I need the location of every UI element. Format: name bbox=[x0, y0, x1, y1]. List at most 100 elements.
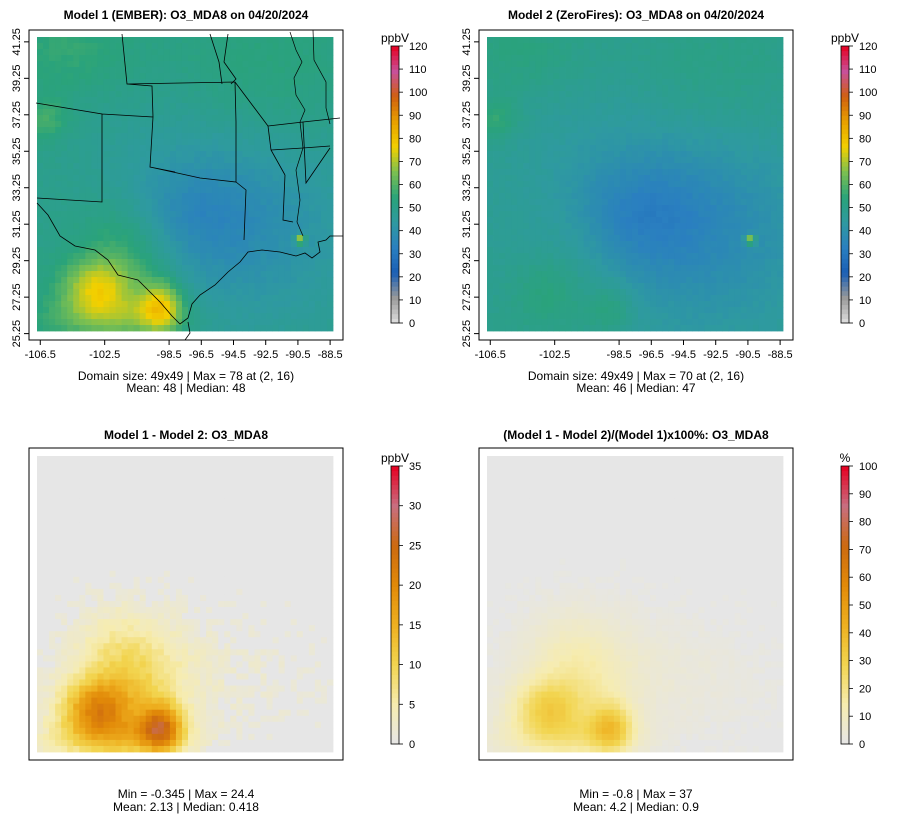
heatmap-cell bbox=[326, 85, 334, 92]
heatmap-cell bbox=[224, 67, 231, 74]
heatmap-cell bbox=[758, 67, 766, 74]
heatmap-cell bbox=[248, 43, 255, 50]
heatmap-cell bbox=[109, 253, 116, 260]
heatmap-cell bbox=[157, 235, 165, 242]
heatmap-cell bbox=[505, 229, 512, 236]
heatmap-cell bbox=[248, 241, 255, 248]
heatmap-cell bbox=[308, 133, 316, 140]
heatmap-cell bbox=[619, 79, 627, 86]
heatmap-cell bbox=[115, 157, 122, 164]
heatmap-cell bbox=[547, 151, 554, 158]
heatmap-cell bbox=[254, 217, 261, 224]
heatmap-cell bbox=[260, 295, 267, 302]
heatmap-cell bbox=[260, 301, 267, 308]
colorbar-swatch bbox=[391, 299, 399, 306]
heatmap-cell bbox=[644, 301, 651, 308]
heatmap-cell bbox=[674, 193, 681, 200]
heatmap-cell bbox=[188, 325, 195, 332]
heatmap-cell bbox=[559, 313, 566, 320]
heatmap-cell bbox=[625, 259, 633, 266]
heatmap-cell bbox=[523, 163, 530, 170]
heatmap-cell bbox=[704, 37, 711, 44]
heatmap-cell bbox=[680, 307, 687, 314]
heatmap-cell bbox=[55, 175, 62, 182]
heatmap-cell bbox=[169, 205, 177, 212]
heatmap-cell bbox=[157, 157, 165, 164]
heatmap-cell bbox=[607, 199, 615, 206]
heatmap-cell bbox=[680, 145, 687, 152]
heatmap-cell bbox=[266, 325, 273, 332]
heatmap-cell bbox=[662, 139, 669, 146]
heatmap-cell bbox=[650, 187, 657, 194]
heatmap-cell bbox=[73, 259, 80, 266]
heatmap-cell bbox=[260, 253, 267, 260]
heatmap-cell bbox=[686, 217, 693, 224]
heatmap-cell bbox=[595, 109, 603, 116]
heatmap-cell bbox=[553, 91, 560, 98]
heatmap-cell bbox=[290, 277, 298, 284]
heatmap-cell bbox=[571, 151, 579, 158]
heatmap-cell bbox=[212, 283, 219, 290]
heatmap-cell bbox=[145, 115, 153, 122]
heatmap-cell bbox=[571, 187, 579, 194]
heatmap-cell bbox=[499, 127, 506, 134]
heatmap-cell bbox=[169, 121, 177, 128]
heatmap-cell bbox=[224, 217, 231, 224]
heatmap-cell bbox=[145, 145, 153, 152]
heatmap-cell bbox=[218, 121, 225, 128]
heatmap-cell bbox=[547, 289, 554, 296]
heatmap-cell bbox=[85, 109, 92, 116]
heatmap-cell bbox=[157, 49, 165, 56]
heatmap-cell bbox=[224, 145, 231, 152]
heatmap-cell bbox=[722, 43, 730, 50]
heatmap-cell bbox=[541, 121, 548, 128]
heatmap-cell bbox=[499, 235, 506, 242]
heatmap-cell bbox=[284, 73, 292, 80]
heatmap-cell bbox=[85, 277, 92, 284]
heatmap-cell bbox=[710, 67, 717, 74]
heatmap-cell bbox=[698, 139, 705, 146]
heatmap-cell bbox=[200, 271, 207, 278]
heatmap-cell bbox=[115, 61, 122, 68]
heatmap-cell bbox=[740, 235, 748, 242]
heatmap-cell bbox=[776, 115, 784, 122]
heatmap-cell bbox=[43, 133, 50, 140]
heatmap-cell bbox=[553, 37, 560, 44]
heatmap-cell bbox=[320, 319, 328, 326]
heatmap-cell bbox=[61, 151, 68, 158]
heatmap-cell bbox=[505, 79, 512, 86]
heatmap-cell bbox=[230, 241, 237, 248]
heatmap-cell bbox=[73, 85, 80, 92]
heatmap-cell bbox=[589, 199, 597, 206]
heatmap-cell bbox=[49, 55, 56, 62]
heatmap-cell bbox=[145, 43, 153, 50]
heatmap-cell bbox=[631, 325, 639, 332]
plot-frame bbox=[28, 29, 344, 341]
heatmap-cell bbox=[589, 265, 597, 272]
heatmap-cell bbox=[589, 211, 597, 218]
heatmap-cell bbox=[302, 97, 310, 104]
heatmap-cell bbox=[212, 199, 219, 206]
heatmap-cell bbox=[67, 169, 74, 176]
heatmap-cell bbox=[97, 229, 104, 236]
heatmap-cell bbox=[308, 301, 316, 308]
heatmap-cell bbox=[181, 55, 189, 62]
heatmap-cell bbox=[571, 103, 579, 110]
heatmap-cell bbox=[73, 55, 80, 62]
heatmap-cell bbox=[547, 85, 554, 92]
heatmap-cell bbox=[218, 253, 225, 260]
heatmap-cell bbox=[758, 319, 766, 326]
heatmap-cell bbox=[296, 49, 304, 56]
heatmap-cell bbox=[541, 127, 548, 134]
heatmap-cell bbox=[770, 145, 778, 152]
heatmap-cell bbox=[692, 157, 699, 164]
heatmap-cell bbox=[206, 109, 213, 116]
heatmap-cell bbox=[583, 121, 591, 128]
heatmap-cell bbox=[535, 43, 542, 50]
heatmap-cell bbox=[619, 241, 627, 248]
heatmap-cell bbox=[37, 91, 44, 98]
heatmap-cell bbox=[631, 295, 639, 302]
heatmap-cell bbox=[296, 109, 304, 116]
heatmap-cell bbox=[493, 109, 500, 116]
heatmap-cell bbox=[37, 109, 44, 116]
